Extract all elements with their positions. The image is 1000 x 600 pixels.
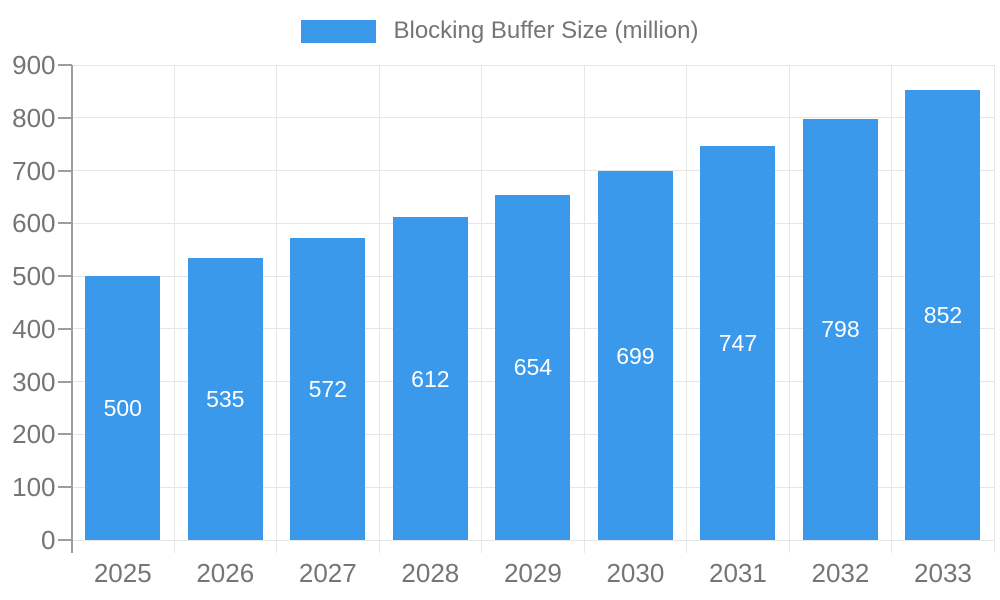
y-axis-label: 900 bbox=[12, 50, 56, 80]
x-axis-label: 2029 bbox=[503, 558, 562, 588]
x-axis-label: 2025 bbox=[93, 558, 152, 588]
bar[interactable] bbox=[597, 171, 673, 540]
y-axis-label: 500 bbox=[12, 261, 56, 292]
y-axis-label: 200 bbox=[12, 419, 56, 450]
bar[interactable] bbox=[290, 238, 366, 540]
y-axis-line bbox=[70, 65, 73, 553]
bar-value-label: 699 bbox=[616, 342, 655, 369]
bar[interactable] bbox=[700, 145, 776, 540]
y-axis-tick bbox=[57, 116, 72, 119]
y-axis-tick bbox=[57, 222, 72, 225]
bar-value-label: 535 bbox=[206, 385, 245, 412]
y-axis-tick bbox=[57, 539, 72, 541]
x-axis-label: 2033 bbox=[914, 558, 972, 588]
y-axis-tick bbox=[57, 169, 72, 172]
gridline-vertical bbox=[788, 65, 790, 553]
y-axis-label: 400 bbox=[12, 313, 56, 344]
y-axis-tick bbox=[57, 380, 72, 383]
legend-swatch bbox=[301, 19, 377, 43]
y-axis-label: 600 bbox=[12, 208, 56, 239]
bar-value-label: 500 bbox=[103, 395, 142, 422]
bar-value-label: 852 bbox=[923, 302, 963, 329]
y-axis-label: 100 bbox=[12, 472, 56, 503]
x-axis-label: 2027 bbox=[298, 558, 357, 588]
gridline-vertical bbox=[276, 65, 278, 553]
gridline-vertical bbox=[378, 65, 380, 553]
legend-item[interactable]: Blocking Buffer Size (million) bbox=[301, 17, 699, 44]
bar[interactable] bbox=[85, 276, 161, 540]
bar[interactable] bbox=[905, 90, 981, 540]
bar[interactable] bbox=[392, 217, 468, 540]
x-axis-label: 2028 bbox=[401, 558, 460, 588]
gridline-vertical bbox=[686, 65, 688, 553]
x-axis-label: 2030 bbox=[606, 558, 665, 588]
gridline-horizontal bbox=[71, 170, 995, 172]
y-axis-tick bbox=[57, 275, 72, 278]
bar[interactable] bbox=[495, 194, 571, 540]
y-axis-label: 700 bbox=[12, 155, 56, 186]
gridline-vertical bbox=[173, 65, 175, 553]
bar-value-label: 612 bbox=[411, 365, 450, 392]
bar[interactable] bbox=[187, 257, 263, 540]
gridline-vertical bbox=[583, 65, 585, 553]
gridline-horizontal bbox=[71, 539, 995, 541]
gridline-vertical bbox=[993, 65, 995, 553]
bar-value-label: 654 bbox=[513, 354, 553, 381]
x-axis-label: 2032 bbox=[811, 558, 870, 588]
gridline-vertical bbox=[891, 65, 893, 553]
bar-value-label: 572 bbox=[308, 376, 347, 403]
y-axis-tick bbox=[57, 433, 72, 436]
y-axis-tick bbox=[57, 486, 72, 489]
gridline-horizontal bbox=[71, 117, 995, 119]
legend: Blocking Buffer Size (million) bbox=[0, 18, 1000, 44]
bar[interactable] bbox=[802, 118, 878, 540]
y-axis-label: 0 bbox=[41, 525, 56, 555]
x-axis-label: 2031 bbox=[708, 558, 767, 588]
gridline-vertical bbox=[481, 65, 483, 553]
bar-value-label: 747 bbox=[718, 329, 758, 356]
gridline-horizontal bbox=[71, 64, 995, 66]
y-axis-label: 300 bbox=[12, 366, 56, 397]
y-axis-tick bbox=[57, 327, 72, 330]
x-axis-label: 2026 bbox=[196, 558, 255, 588]
y-axis-tick bbox=[57, 64, 72, 66]
legend-label: Blocking Buffer Size (million) bbox=[393, 17, 699, 44]
bar-value-label: 798 bbox=[821, 316, 860, 343]
y-axis-label: 800 bbox=[12, 102, 56, 133]
